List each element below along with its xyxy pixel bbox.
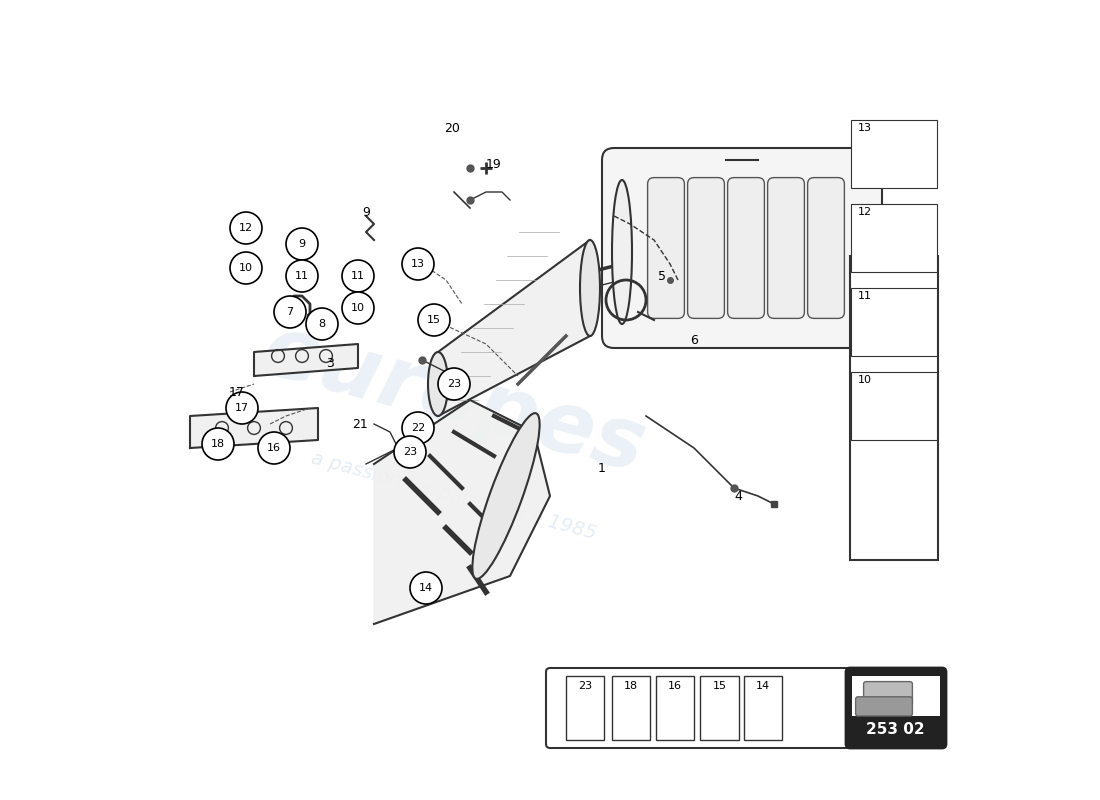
Text: 5: 5 [658,270,666,282]
FancyBboxPatch shape [807,178,845,318]
FancyBboxPatch shape [566,676,604,740]
Text: 11: 11 [857,291,871,301]
FancyBboxPatch shape [864,682,912,706]
Text: 14: 14 [419,583,433,593]
FancyBboxPatch shape [701,676,739,740]
Text: 14: 14 [756,682,770,691]
Circle shape [286,260,318,292]
Circle shape [306,308,338,340]
Circle shape [274,296,306,328]
Text: 253 02: 253 02 [867,722,925,737]
Text: 19: 19 [486,158,502,170]
Text: 3: 3 [326,358,334,370]
FancyBboxPatch shape [850,372,937,440]
Circle shape [342,292,374,324]
Circle shape [342,260,374,292]
Circle shape [402,248,434,280]
FancyBboxPatch shape [768,178,804,318]
Text: a passion for parts since 1985: a passion for parts since 1985 [309,449,598,543]
Text: 6: 6 [690,334,697,346]
Text: 9: 9 [298,239,306,249]
Text: 12: 12 [857,207,871,217]
FancyBboxPatch shape [648,178,684,318]
Circle shape [230,252,262,284]
Circle shape [402,412,434,444]
Text: 15: 15 [427,315,441,325]
Text: 21: 21 [352,418,367,430]
Text: 20: 20 [444,122,460,134]
Text: 17: 17 [229,386,244,398]
Text: 23: 23 [579,682,592,691]
FancyBboxPatch shape [850,256,938,560]
Circle shape [202,428,234,460]
FancyBboxPatch shape [852,676,939,716]
Ellipse shape [612,180,632,324]
Ellipse shape [472,413,540,579]
Text: 13: 13 [857,123,871,133]
Text: 18: 18 [624,682,638,691]
Text: 10: 10 [857,375,871,385]
FancyBboxPatch shape [656,676,694,740]
FancyBboxPatch shape [546,668,850,748]
Polygon shape [374,400,550,624]
Text: 10: 10 [351,303,365,313]
FancyBboxPatch shape [612,676,650,740]
FancyBboxPatch shape [850,288,937,356]
Text: 17: 17 [235,403,249,413]
Text: 8: 8 [318,319,326,329]
Text: 1: 1 [598,462,606,474]
Polygon shape [190,408,318,448]
FancyBboxPatch shape [850,120,937,188]
Circle shape [394,436,426,468]
Text: 23: 23 [403,447,417,457]
Text: 15: 15 [713,682,727,691]
FancyBboxPatch shape [846,668,946,748]
Text: 18: 18 [211,439,226,449]
Ellipse shape [580,240,600,336]
Text: 16: 16 [267,443,280,453]
Circle shape [226,392,258,424]
Text: 2: 2 [882,126,890,138]
FancyBboxPatch shape [744,676,782,740]
Text: 16: 16 [668,682,682,691]
Text: 7: 7 [286,307,294,317]
Ellipse shape [428,352,448,416]
Text: 11: 11 [351,271,365,281]
Circle shape [258,432,290,464]
Circle shape [410,572,442,604]
FancyBboxPatch shape [856,697,912,716]
FancyBboxPatch shape [688,178,725,318]
Text: 13: 13 [411,259,425,269]
Polygon shape [254,344,358,376]
Text: 23: 23 [447,379,461,389]
Text: 10: 10 [239,263,253,273]
Text: 12: 12 [239,223,253,233]
Text: 4: 4 [734,490,741,502]
FancyBboxPatch shape [850,204,937,272]
Text: europes: europes [254,309,654,491]
Circle shape [230,212,262,244]
Circle shape [286,228,318,260]
Text: 11: 11 [295,271,309,281]
FancyBboxPatch shape [727,178,764,318]
Text: 9: 9 [362,206,370,218]
FancyBboxPatch shape [308,314,332,330]
FancyBboxPatch shape [602,148,882,348]
Text: 22: 22 [411,423,425,433]
Circle shape [418,304,450,336]
Circle shape [438,368,470,400]
